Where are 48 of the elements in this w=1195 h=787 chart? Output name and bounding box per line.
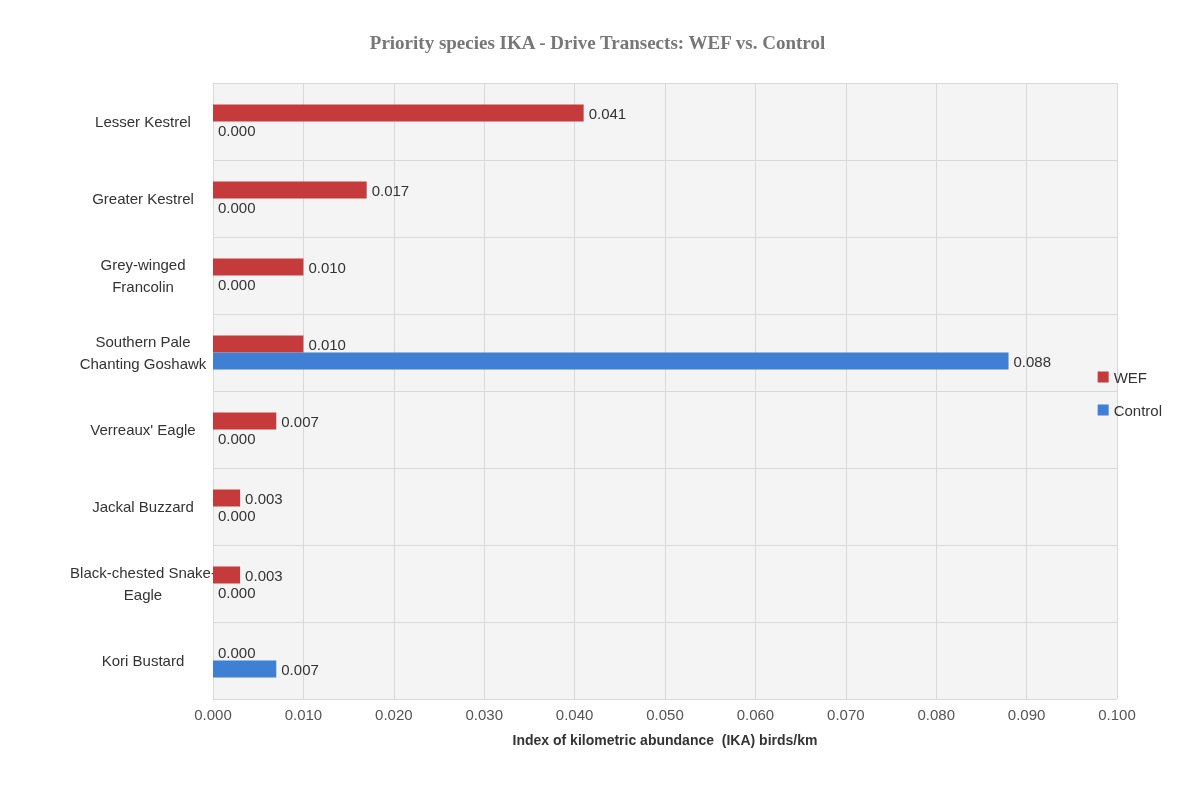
data-label: 0.000 — [218, 275, 256, 293]
data-label: 0.007 — [281, 660, 319, 678]
data-label: 0.000 — [218, 506, 256, 524]
data-label: 0.007 — [281, 412, 319, 430]
x-tick-label: 0.070 — [827, 706, 865, 723]
x-tick-label: 0.060 — [736, 706, 775, 723]
x-tick-label: 0.030 — [465, 706, 503, 723]
x-tick-label: 0.050 — [646, 706, 684, 723]
bar — [213, 335, 304, 353]
data-label: 0.000 — [218, 429, 256, 447]
y-tick-label: Southern Pale Chanting Goshawk — [79, 333, 207, 372]
x-tick-label: 0.100 — [1098, 706, 1136, 723]
bar — [213, 660, 277, 678]
x-axis-title: Index of kilometric abundance (IKA) birds/km — [512, 732, 818, 748]
x-tick-label: 0.040 — [555, 706, 594, 723]
bar — [213, 352, 1009, 370]
y-tick-label: Kori Bustard — [101, 652, 185, 669]
data-label: 0.088 — [1013, 352, 1052, 370]
bar — [213, 566, 241, 584]
x-tick-label: 0.020 — [375, 706, 413, 723]
x-tick-label: 0.090 — [1007, 706, 1046, 723]
data-label: 0.003 — [245, 489, 283, 507]
y-tick-label: Lesser Kestrel — [95, 113, 191, 130]
x-tick-label: 0.000 — [194, 706, 232, 723]
data-label: 0.003 — [245, 566, 283, 584]
bar — [213, 412, 277, 430]
chart-title: Priority species IKA - Drive Transects: WEF vs. Control — [369, 32, 826, 53]
bar — [213, 181, 367, 199]
bar — [213, 489, 241, 507]
bar — [213, 104, 584, 122]
data-label: 0.000 — [218, 583, 256, 601]
x-tick-label: 0.010 — [284, 706, 323, 723]
x-tick-label: 0.080 — [917, 706, 955, 723]
data-label: 0.000 — [218, 121, 256, 139]
data-label: 0.000 — [218, 198, 256, 216]
y-tick-label: Greater Kestrel — [92, 190, 194, 207]
y-tick-label: Black-chested Snake- Eagle — [70, 564, 216, 603]
y-tick-label: Verreaux' Eagle — [90, 421, 196, 438]
data-label: 0.017 — [371, 181, 410, 199]
data-label: 0.000 — [218, 643, 256, 661]
data-label: 0.010 — [308, 258, 346, 276]
bar — [213, 258, 304, 276]
legend-label: WEF — [1113, 368, 1147, 386]
y-tick-label: Jackal Buzzard — [92, 498, 194, 515]
legend-label: Control — [1113, 401, 1162, 419]
data-label: 0.010 — [308, 335, 346, 353]
y-tick-label: Grey-winged Francolin — [100, 256, 186, 295]
data-label: 0.041 — [588, 104, 627, 122]
